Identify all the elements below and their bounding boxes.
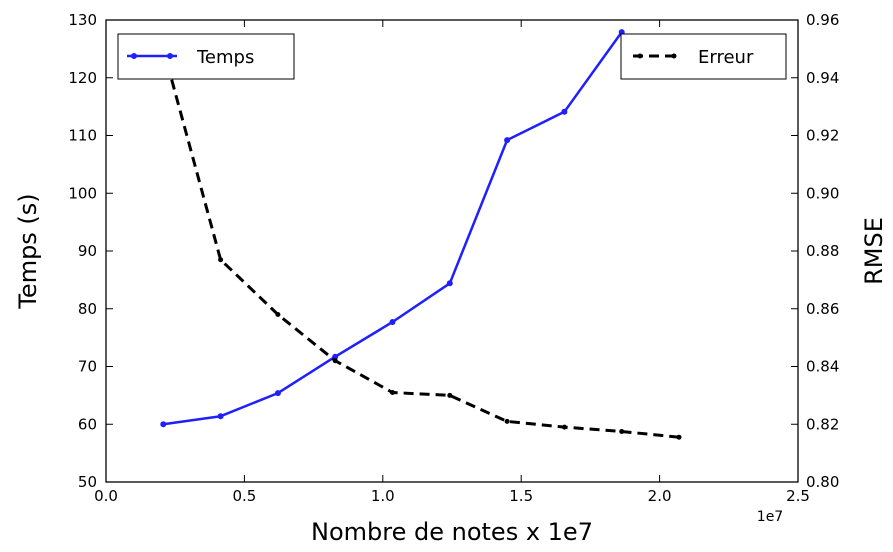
x-tick-label: 1.5 bbox=[509, 487, 533, 505]
series-point-temps bbox=[160, 421, 167, 428]
x-tick-label: 0.0 bbox=[94, 487, 118, 505]
y-right-tick-label: 0.88 bbox=[806, 242, 839, 260]
series-point-erreur bbox=[275, 312, 281, 317]
x-ticks: 0.0 0.5 1.0 1.5 2.0 2.5 bbox=[94, 20, 810, 505]
y-right-tick-label: 0.90 bbox=[806, 184, 839, 202]
y-left-tick-label: 90 bbox=[78, 242, 97, 260]
y-right-tick-label: 0.96 bbox=[806, 11, 839, 29]
y-left-tick-label: 60 bbox=[78, 415, 97, 433]
legend-erreur-marker bbox=[637, 53, 643, 59]
series-point-temps bbox=[446, 280, 453, 287]
y-left-tick-label: 120 bbox=[68, 69, 97, 87]
series-line-erreur bbox=[161, 48, 680, 439]
legend-erreur-label: Erreur bbox=[698, 47, 754, 68]
y-right-ticks: 0.80 0.82 0.84 0.86 0.88 0.90 0.92 0.94 0.96 bbox=[791, 11, 839, 491]
series-point-temps bbox=[217, 413, 224, 420]
series-point-erreur bbox=[218, 257, 224, 263]
series-point-erreur bbox=[676, 434, 682, 440]
series-point-erreur bbox=[447, 392, 453, 398]
y-left-tick-label: 50 bbox=[78, 473, 97, 491]
y-right-tick-label: 0.82 bbox=[806, 415, 839, 433]
y-right-tick-label: 0.86 bbox=[806, 300, 839, 318]
x-tick-label: 1.0 bbox=[371, 487, 395, 505]
series-point-temps bbox=[274, 390, 281, 397]
series-point-temps bbox=[389, 319, 396, 325]
plot-area bbox=[105, 19, 799, 483]
x-tick-label: 2.0 bbox=[648, 487, 672, 505]
y-right-tick-label: 0.92 bbox=[806, 127, 839, 145]
series-point-temps bbox=[561, 108, 568, 115]
legend-temps-marker bbox=[131, 53, 137, 59]
y-left-tick-label: 80 bbox=[78, 300, 97, 318]
y-right-tick-label: 0.94 bbox=[806, 69, 839, 87]
y-left-axis-title: Temps (s) bbox=[14, 193, 42, 309]
x-offset-label: 1e7 bbox=[757, 509, 783, 525]
y-left-ticks: 50 60 70 80 90 100 110 120 130 bbox=[68, 11, 113, 491]
series-layer bbox=[160, 29, 682, 440]
series-point-temps bbox=[504, 137, 511, 144]
legend-temps-marker bbox=[167, 53, 173, 59]
y-right-tick-label: 0.80 bbox=[806, 473, 839, 491]
series-point-erreur bbox=[504, 418, 510, 424]
legend-erreur: Erreur bbox=[620, 33, 787, 80]
y-left-tick-label: 100 bbox=[68, 184, 97, 202]
legend-erreur-marker bbox=[671, 53, 677, 59]
series-point-erreur bbox=[561, 424, 567, 430]
series-point-erreur bbox=[332, 358, 338, 364]
legend-temps-label: Temps bbox=[196, 47, 254, 68]
series-point-erreur bbox=[390, 390, 395, 395]
y-right-tick-label: 0.84 bbox=[806, 358, 839, 376]
legend-erreur-box bbox=[620, 33, 787, 80]
legend-temps: Temps bbox=[117, 33, 295, 80]
x-tick-label: 2.5 bbox=[786, 487, 810, 505]
x-tick-label: 0.5 bbox=[232, 487, 256, 505]
x-axis-title: Nombre de notes x 1e7 bbox=[311, 518, 593, 546]
series-point-erreur bbox=[619, 429, 625, 434]
y-right-axis-title: RMSE bbox=[860, 217, 888, 285]
y-left-tick-label: 70 bbox=[78, 358, 97, 376]
y-left-tick-label: 110 bbox=[68, 127, 97, 145]
y-left-tick-label: 130 bbox=[68, 11, 97, 29]
